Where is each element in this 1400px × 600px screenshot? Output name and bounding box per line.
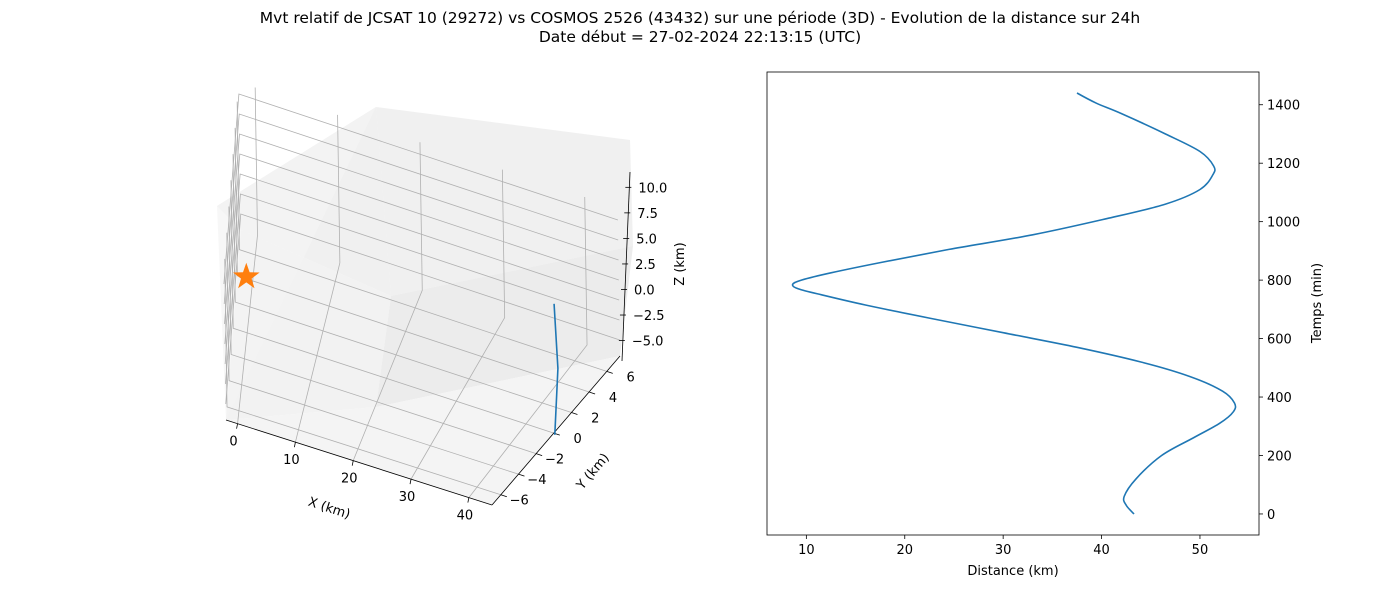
grid-line-x-4 [468, 197, 588, 498]
axis-lines-3d [225, 171, 631, 506]
x-tick-3d [293, 442, 296, 448]
z-tick-label-3d: 2.5 [635, 258, 656, 273]
plot-3d: 010203040−6−4−20246−5.0−2.50.02.55.07.51… [217, 87, 688, 524]
pane-back [217, 107, 633, 505]
figure-title: Mvt relatif de JCSAT 10 (29272) vs COSMO… [0, 9, 1400, 47]
y-axis-label-2d: Temps (min) [1310, 263, 1325, 344]
y-tick-label-2d: 400 [1267, 391, 1292, 406]
y-tick-label-3d: −4 [527, 473, 546, 488]
x-tick-3d [351, 460, 354, 466]
series-3d-line-0 [553, 303, 559, 435]
z-tick-label-3d: 0.0 [634, 283, 655, 298]
z-tick-label-3d: 7.5 [637, 207, 658, 222]
x-tick-label-2d: 50 [1192, 543, 1209, 558]
y-tick-label-2d: 1400 [1267, 99, 1300, 114]
x-tick-label-2d: 40 [1093, 543, 1110, 558]
y-tick-3d [571, 412, 578, 415]
y-tick-label-3d: 4 [609, 391, 617, 406]
x-tick-label-3d: 0 [229, 435, 237, 450]
y-tick-label-3d: −2 [545, 453, 564, 468]
z-tick-label-3d: 10.0 [638, 181, 667, 196]
x-tick-label-3d: 40 [457, 509, 474, 524]
y-axis-label-3d: Y (km) [573, 451, 612, 494]
series-2d [791, 92, 1237, 515]
ticks-2d: 10 20 30 40 50 0 200 400 600 800 1000 1200 1400 [798, 99, 1300, 558]
grid-line-x-1 [295, 114, 341, 443]
x-axis-label-3d: X (km) [306, 495, 352, 523]
figure-title-line1: Mvt relatif de JCSAT 10 (29272) vs COSMO… [259, 9, 1141, 27]
plot-2d: 10 20 30 40 50 0 200 400 600 800 1000 1200 1400 Dist… [766, 71, 1325, 579]
grid-line-z-2 [224, 173, 620, 365]
y-tick-3d [606, 371, 613, 374]
grid-line-x-2 [352, 142, 423, 461]
grid-line-z-4 [224, 133, 619, 325]
y-tick-3d [536, 453, 543, 457]
figure-title-line2: Date début = 27-02-2024 22:13:15 (UTC) [538, 28, 862, 46]
x-tick-label-3d: 10 [283, 453, 300, 468]
y-tick-label-3d: 2 [591, 412, 599, 427]
y-tick-3d [518, 473, 525, 477]
y-tick-label-3d: 6 [626, 370, 634, 385]
y-tick-label-2d: 1200 [1267, 157, 1300, 172]
distance-series-line-0 [791, 92, 1237, 515]
x-tick-label-3d: 20 [341, 472, 358, 487]
x-tick-label-2d: 10 [798, 543, 815, 558]
grid-line-z-0 [225, 213, 620, 405]
y-tick-label-3d: −6 [510, 494, 529, 509]
x-axis-label-2d: Distance (km) [967, 564, 1058, 579]
grid-line-z-5 [223, 113, 619, 305]
plot-2d-frame [766, 71, 1260, 536]
grid-line-z-1 [225, 193, 620, 385]
y-tick-label-3d: 0 [574, 432, 582, 447]
z-tick-label-3d: −2.5 [633, 309, 665, 324]
x-tick-3d [409, 479, 412, 485]
y-tick-label-2d: 800 [1267, 274, 1292, 289]
x-tick-label-3d: 30 [399, 490, 416, 505]
x-tick-3d [467, 497, 470, 503]
y-tick-label-2d: 0 [1267, 508, 1275, 523]
x-tick-3d [236, 423, 238, 429]
series-3d [233, 262, 559, 435]
grid-line-z-3 [224, 153, 619, 345]
y-tick-label-2d: 200 [1267, 449, 1292, 464]
y-tick-3d [588, 391, 596, 395]
grid-3d [223, 87, 620, 498]
x-tick-label-2d: 20 [896, 543, 913, 558]
z-axis-label-3d: Z (km) [673, 242, 688, 285]
grid-line-z-6 [223, 93, 619, 285]
origin-star-marker [233, 262, 260, 289]
z-tick-label-3d: 5.0 [636, 232, 657, 247]
x-tick-label-2d: 30 [995, 543, 1012, 558]
y-tick-label-2d: 600 [1267, 333, 1292, 348]
ticks-3d: 010203040−6−4−20246−5.0−2.50.02.55.07.51… [229, 181, 667, 523]
z-tick-label-3d: −5.0 [632, 335, 664, 350]
grid-line-x-3 [410, 169, 506, 480]
y-tick-label-2d: 1000 [1267, 216, 1300, 231]
y-tick-3d [500, 494, 507, 498]
grid-line-x-0 [237, 87, 258, 424]
